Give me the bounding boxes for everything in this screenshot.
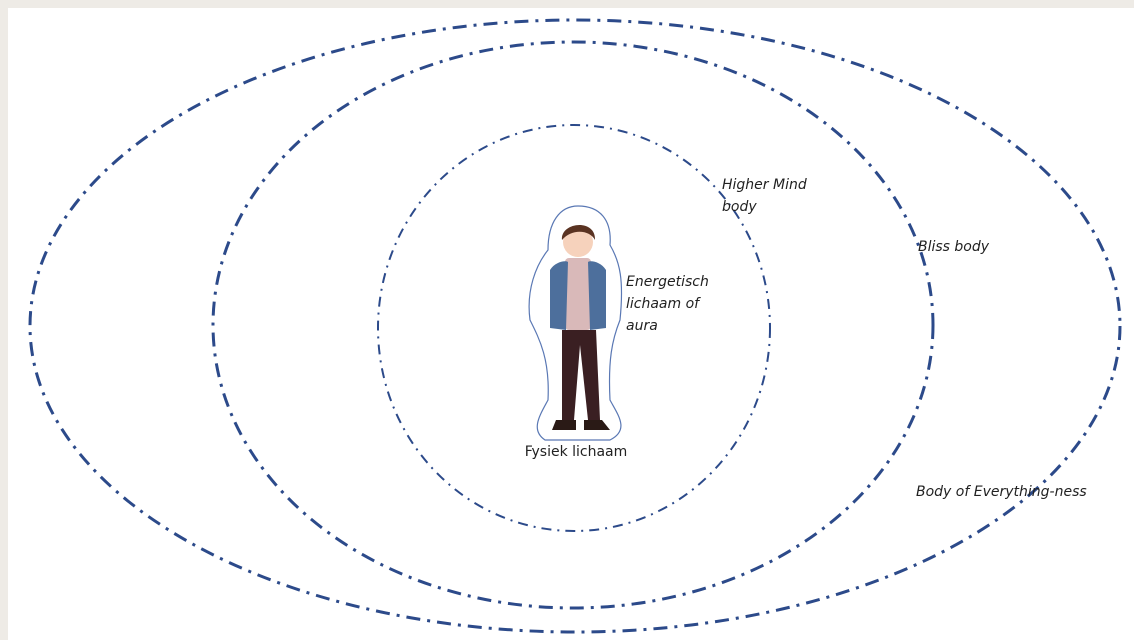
label-line: Body of Everything-ness bbox=[916, 484, 1087, 500]
label-line: Bliss body bbox=[918, 239, 990, 255]
label-line: Fysiek lichaam bbox=[525, 444, 628, 460]
label-line: Higher Mind bbox=[722, 177, 807, 193]
label-line: lichaam of bbox=[626, 296, 701, 312]
mind-ring bbox=[377, 124, 771, 532]
outer-ring bbox=[28, 18, 1122, 634]
person bbox=[528, 205, 623, 441]
label-line: aura bbox=[626, 318, 658, 334]
label-line: Energetisch bbox=[626, 274, 709, 290]
bliss-ring bbox=[211, 40, 935, 610]
label-line: body bbox=[722, 199, 757, 215]
